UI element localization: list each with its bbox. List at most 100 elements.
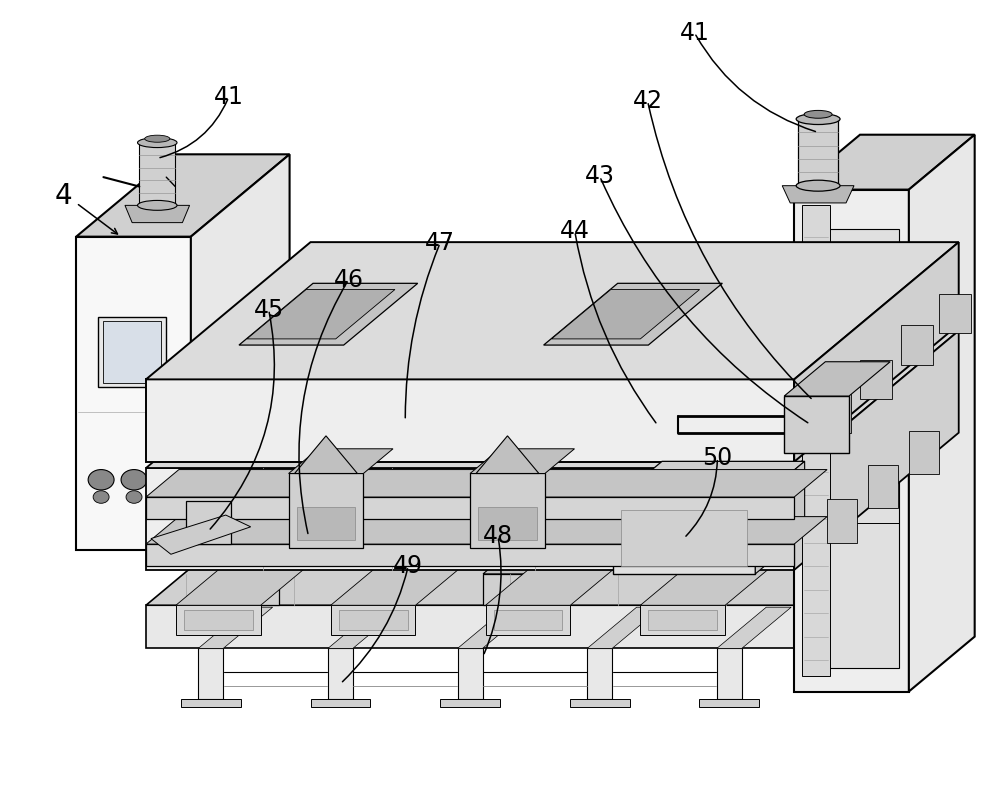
Polygon shape [146,242,959,379]
Polygon shape [239,283,418,345]
Text: 4: 4 [54,182,72,210]
Circle shape [93,491,109,504]
Polygon shape [139,142,175,205]
Polygon shape [640,605,725,635]
Polygon shape [909,430,939,474]
Polygon shape [458,648,483,700]
Polygon shape [699,700,759,708]
Polygon shape [494,610,562,630]
Polygon shape [247,290,395,339]
Polygon shape [339,610,408,630]
Polygon shape [331,605,415,635]
Polygon shape [868,465,898,508]
Polygon shape [544,283,722,345]
Polygon shape [146,470,827,497]
Polygon shape [289,449,393,474]
Polygon shape [621,510,747,566]
Text: 41: 41 [214,85,244,109]
Polygon shape [125,205,190,223]
Polygon shape [486,557,628,605]
Polygon shape [827,500,857,542]
Polygon shape [486,605,570,635]
Polygon shape [181,700,241,708]
Polygon shape [176,557,318,605]
Polygon shape [76,154,290,237]
Polygon shape [570,700,630,708]
Polygon shape [311,700,370,708]
Text: 49: 49 [393,554,423,578]
Polygon shape [794,135,975,190]
Polygon shape [297,507,355,540]
Circle shape [121,470,147,490]
Polygon shape [289,474,363,548]
Polygon shape [224,574,279,605]
Polygon shape [860,360,892,399]
Polygon shape [146,605,794,648]
Polygon shape [804,229,899,668]
Text: 42: 42 [633,89,663,113]
Text: 50: 50 [702,445,733,470]
Polygon shape [587,648,612,700]
Polygon shape [613,503,755,574]
Polygon shape [794,190,909,692]
Circle shape [159,491,175,504]
Polygon shape [483,574,538,605]
Polygon shape [470,449,574,474]
Polygon shape [146,468,959,605]
Polygon shape [755,461,805,574]
Polygon shape [794,331,959,570]
Polygon shape [328,608,402,648]
Polygon shape [76,237,191,550]
Polygon shape [782,186,854,203]
Polygon shape [909,135,975,692]
Text: 46: 46 [333,268,363,292]
Polygon shape [191,154,290,550]
Text: 44: 44 [560,219,590,243]
Polygon shape [798,119,838,186]
Polygon shape [483,437,702,574]
Polygon shape [331,557,473,605]
Polygon shape [146,497,794,519]
Polygon shape [198,648,223,700]
Polygon shape [328,648,353,700]
Polygon shape [470,474,545,548]
Polygon shape [176,605,261,635]
Polygon shape [648,610,717,630]
Polygon shape [146,331,959,468]
Polygon shape [103,320,161,383]
Polygon shape [440,700,500,708]
Polygon shape [146,544,794,566]
Polygon shape [146,516,827,544]
Polygon shape [939,294,971,333]
Text: 45: 45 [254,297,284,322]
Polygon shape [901,326,933,364]
Polygon shape [794,242,959,462]
Polygon shape [478,507,537,540]
Polygon shape [198,608,273,648]
Text: 47: 47 [425,231,455,255]
Polygon shape [819,394,851,434]
Polygon shape [784,396,849,453]
Ellipse shape [796,113,840,124]
Polygon shape [151,515,251,554]
Polygon shape [186,501,231,544]
Polygon shape [184,610,253,630]
Polygon shape [794,468,959,648]
Polygon shape [295,436,357,474]
Polygon shape [552,290,700,339]
Polygon shape [587,608,662,648]
Polygon shape [613,461,805,503]
Text: 43: 43 [585,164,615,188]
Polygon shape [98,316,166,387]
Polygon shape [802,205,830,676]
Ellipse shape [804,110,832,118]
Polygon shape [717,648,742,700]
Ellipse shape [796,180,840,191]
Circle shape [126,491,142,504]
Ellipse shape [138,138,177,148]
Circle shape [88,470,114,490]
Polygon shape [146,468,794,570]
Polygon shape [458,608,532,648]
Text: 41: 41 [680,20,709,45]
Ellipse shape [138,201,177,210]
